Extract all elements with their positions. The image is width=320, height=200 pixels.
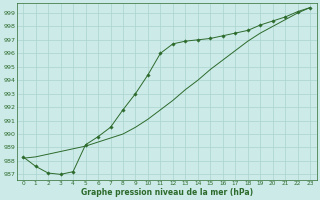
X-axis label: Graphe pression niveau de la mer (hPa): Graphe pression niveau de la mer (hPa)	[81, 188, 253, 197]
